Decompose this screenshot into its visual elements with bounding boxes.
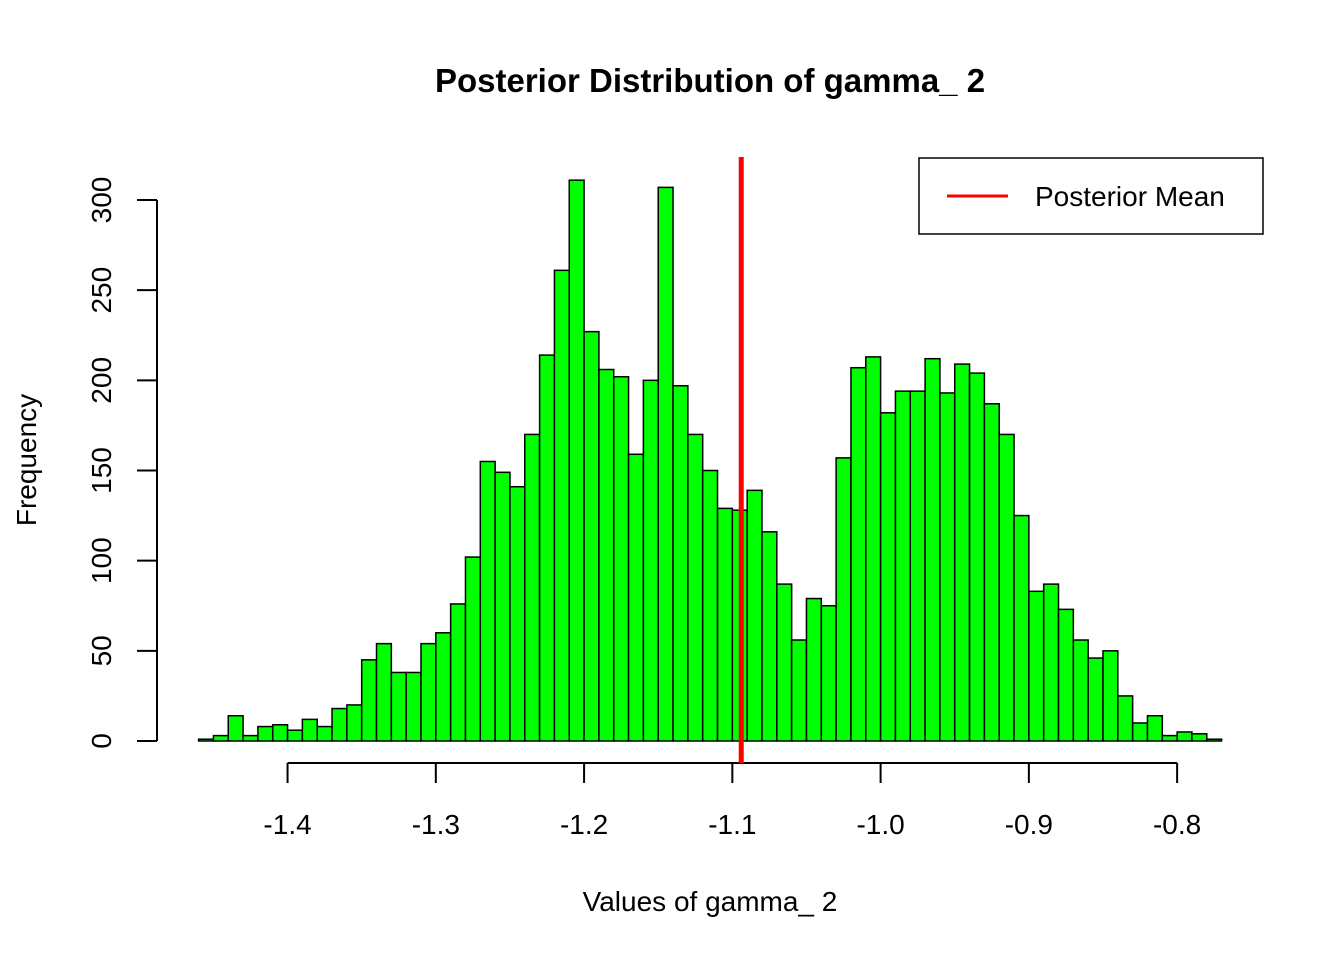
histogram-bar — [939, 392, 956, 742]
histogram-bar — [509, 485, 526, 742]
x-tick-label: -0.8 — [1153, 809, 1201, 840]
histogram-bar — [286, 729, 304, 742]
histogram-bar — [998, 433, 1015, 742]
histogram-bar — [1176, 731, 1193, 742]
x-tick-label: -1.1 — [708, 809, 756, 840]
histogram-bar — [924, 357, 941, 742]
x-tick-label: -1.2 — [560, 809, 608, 840]
histogram-bar — [716, 507, 734, 742]
histogram-bar — [524, 433, 541, 742]
histogram-bar — [583, 330, 600, 742]
histogram-bar — [227, 715, 244, 742]
histogram-bar — [879, 412, 897, 742]
histogram-bar — [1057, 608, 1075, 742]
histogram-bar — [553, 269, 571, 742]
histogram-bar — [390, 671, 407, 742]
histogram-bar — [271, 724, 289, 742]
histogram-bar — [375, 642, 393, 742]
histogram-bar — [197, 738, 215, 742]
histogram-bar — [776, 583, 793, 742]
histogram-bar — [1161, 734, 1178, 742]
histogram-bar — [612, 375, 630, 742]
histogram-bar — [1206, 738, 1223, 742]
histogram-bar — [627, 453, 645, 742]
histogram-bar — [420, 642, 437, 742]
legend: Posterior Mean — [918, 157, 1264, 235]
y-tick-label: 200 — [86, 357, 117, 404]
histogram-bar — [1013, 514, 1030, 742]
y-tick-label: 100 — [86, 537, 117, 584]
legend-label-posterior-mean: Posterior Mean — [1035, 181, 1225, 212]
histogram-bar — [1072, 639, 1089, 742]
histogram-bar — [1102, 650, 1119, 742]
histogram-bar — [983, 403, 1000, 742]
histogram-bar — [657, 186, 674, 742]
x-tick-label: -1.4 — [263, 809, 311, 840]
histogram-bar — [1191, 733, 1208, 742]
histogram-bar — [761, 531, 778, 742]
histogram-bar — [1146, 715, 1164, 742]
histogram-bar — [1028, 590, 1045, 742]
histogram-bar — [449, 603, 467, 742]
y-tick-label: 250 — [86, 267, 117, 314]
histogram-bar — [687, 433, 704, 742]
y-tick-label: 50 — [86, 635, 117, 666]
histogram-bar — [953, 363, 971, 742]
histogram-bar — [242, 734, 259, 742]
histogram-bar — [598, 368, 615, 742]
x-tick-label: -0.9 — [1005, 809, 1053, 840]
histogram-bar — [1087, 657, 1104, 742]
chart-title: Posterior Distribution of gamma_ 2 — [435, 62, 985, 99]
histogram-bar — [301, 718, 318, 742]
histogram-bar — [850, 366, 867, 742]
x-tick-label: -1.0 — [856, 809, 904, 840]
histogram-bar — [968, 372, 986, 742]
histogram-bar — [568, 179, 585, 742]
histogram-bar — [1131, 722, 1149, 742]
histogram-bar — [494, 471, 511, 742]
y-axis-label: Frequency — [11, 394, 42, 526]
histogram-bar — [701, 469, 719, 742]
y-tick-label: 150 — [86, 447, 117, 494]
histogram-bar — [1117, 695, 1134, 742]
y-tick-label: 300 — [86, 177, 117, 224]
histogram-bar — [331, 707, 348, 742]
histogram-bar — [672, 384, 689, 742]
histogram-bar — [212, 734, 230, 742]
y-tick-label: 0 — [86, 733, 117, 749]
histogram-bar — [865, 356, 882, 742]
histogram-bar — [405, 671, 422, 742]
histogram-bar — [909, 390, 926, 742]
histogram-bar — [805, 597, 823, 742]
histogram-bar — [790, 639, 808, 742]
histogram-bar — [257, 725, 274, 742]
histogram-bar — [464, 556, 482, 742]
y-axis: 0 50 100 150 200 250 300 — [86, 177, 158, 749]
histogram-bar — [642, 379, 659, 742]
histogram-bar — [1042, 583, 1060, 742]
x-tick-label: -1.3 — [412, 809, 460, 840]
histogram-bar — [746, 489, 763, 742]
x-axis-label: Values of gamma_ 2 — [583, 886, 838, 917]
histogram-bar — [360, 659, 378, 742]
bars-group — [197, 179, 1223, 742]
histogram-bar — [435, 632, 452, 742]
histogram-bar — [820, 605, 837, 742]
histogram-bar — [835, 457, 852, 742]
histogram-bar — [346, 704, 363, 742]
histogram-bar — [479, 460, 496, 742]
histogram-bar — [894, 390, 912, 742]
histogram-bar — [538, 354, 556, 742]
x-axis: -1.4 -1.3 -1.2 -1.1 -1.0 -0.9 -0.8 — [263, 762, 1201, 840]
histogram-bar — [316, 725, 333, 742]
